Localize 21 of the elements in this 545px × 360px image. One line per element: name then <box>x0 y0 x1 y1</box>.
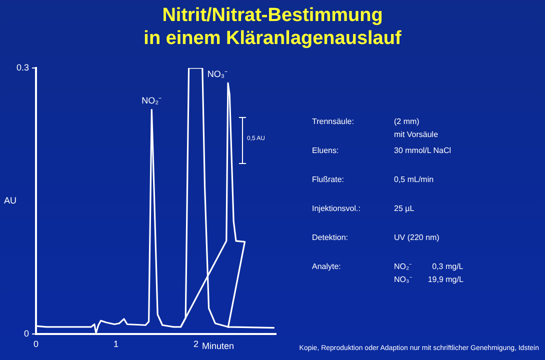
text: 0,5 mL/min <box>394 174 434 186</box>
text: Injektionsvol.: <box>312 204 362 215</box>
annotation: NO₂⁻ <box>142 96 162 106</box>
text: 25 µL <box>394 203 414 215</box>
x-tick-label: 0 <box>33 338 39 349</box>
y-axis-title: AU <box>4 195 17 206</box>
chart-title: Nitrit/Nitrat-Bestimmung in einem Kläranlagenauslauf <box>142 4 402 50</box>
x-tick-label: 2 <box>193 338 199 349</box>
y-tick-label: 0.3 <box>16 62 29 72</box>
text: 30 mmol/L NaCl <box>394 145 452 157</box>
text: Eluens: <box>312 146 340 157</box>
text: Detektion: <box>312 233 350 244</box>
text: Flußrate: <box>312 175 346 186</box>
x-tick-label: 1 <box>113 338 119 349</box>
text: Trennsäule: <box>312 117 355 128</box>
x-axis-title: Minuten <box>202 340 234 351</box>
annotation: NO₃⁻ <box>207 68 228 79</box>
text: NO₂⁻ 0,3 mg/L NO₃⁻ 19,9 mg/L <box>394 261 464 286</box>
text: UV (220 nm) <box>394 232 440 244</box>
text: (2 mm) mit Vorsäule <box>394 116 438 141</box>
text: Analyte: <box>312 262 342 273</box>
